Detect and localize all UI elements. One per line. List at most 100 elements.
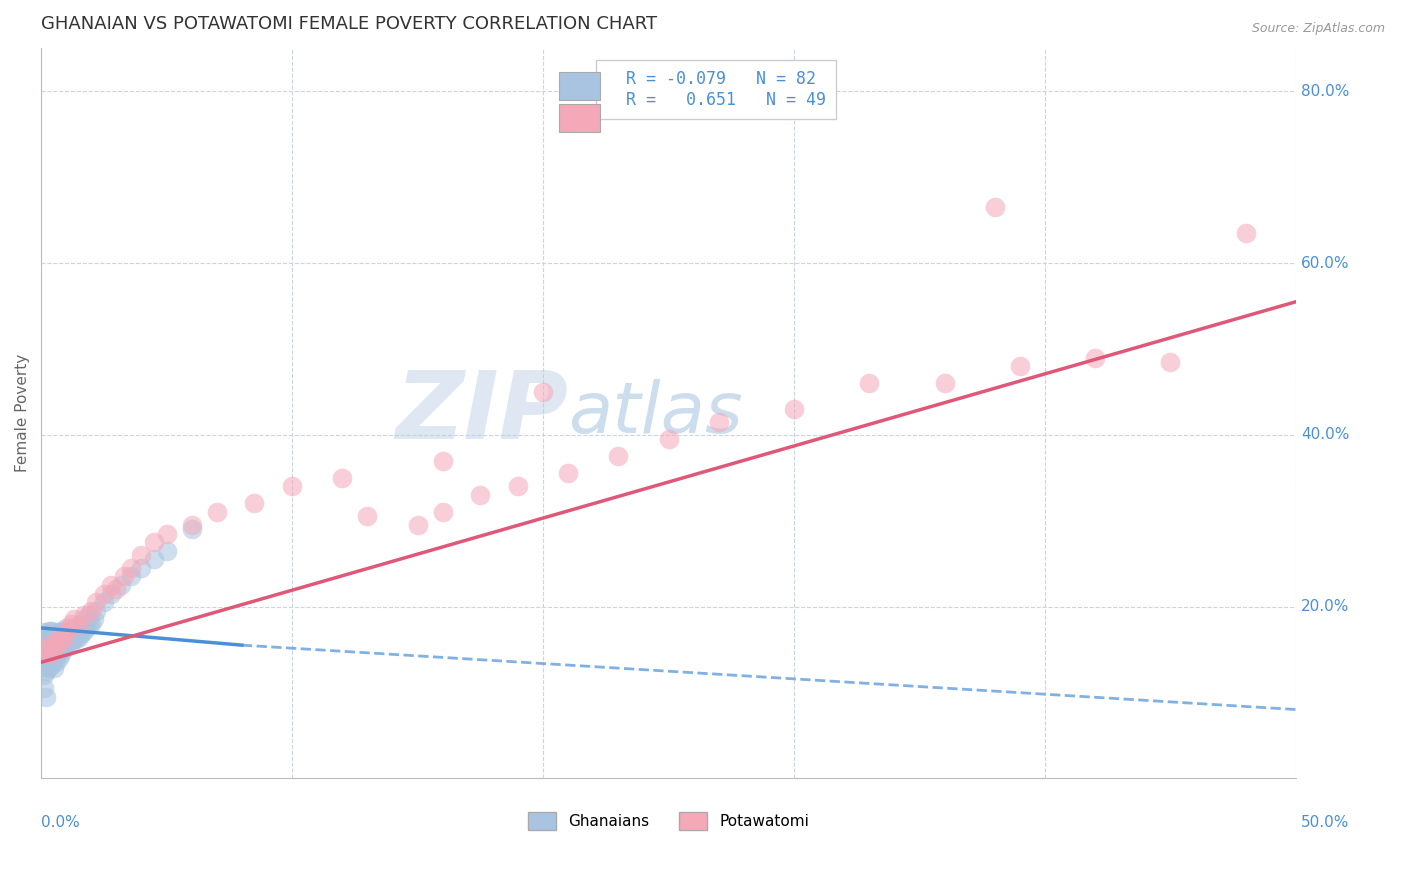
- Point: [42, 644, 65, 658]
- Point: [32, 633, 55, 648]
- Point: [86, 604, 108, 618]
- Point: [51, 624, 73, 638]
- Point: [51, 647, 73, 661]
- Point: [35, 664, 58, 678]
- Point: [557, 467, 579, 481]
- Point: [783, 402, 806, 417]
- Point: [406, 518, 429, 533]
- Point: [42, 625, 65, 640]
- Point: [657, 432, 679, 446]
- Text: Source: ZipAtlas.com: Source: ZipAtlas.com: [1251, 22, 1385, 36]
- Point: [55, 638, 77, 652]
- Point: [470, 488, 492, 502]
- Text: 80.0%: 80.0%: [1301, 84, 1350, 99]
- Point: [143, 552, 166, 566]
- Point: [45, 647, 67, 661]
- Point: [67, 630, 90, 644]
- Point: [52, 632, 75, 647]
- Point: [1084, 351, 1107, 365]
- Point: [45, 635, 67, 649]
- Point: [51, 638, 73, 652]
- Text: atlas: atlas: [568, 379, 742, 448]
- Point: [32, 659, 55, 673]
- Point: [32, 625, 55, 640]
- Point: [70, 627, 93, 641]
- Point: [48, 651, 70, 665]
- Point: [131, 561, 153, 575]
- Point: [1234, 226, 1257, 240]
- Point: [75, 621, 97, 635]
- Point: [42, 632, 65, 647]
- Point: [60, 627, 83, 641]
- Point: [62, 624, 84, 638]
- Point: [120, 569, 142, 583]
- Point: [80, 616, 103, 631]
- Point: [42, 651, 65, 665]
- Point: [83, 612, 105, 626]
- Point: [32, 681, 55, 695]
- Text: 0.0%: 0.0%: [41, 814, 80, 830]
- Point: [35, 627, 58, 641]
- Point: [55, 621, 77, 635]
- Point: [32, 668, 55, 682]
- Point: [65, 632, 87, 647]
- Point: [281, 479, 304, 493]
- Point: [58, 633, 80, 648]
- Point: [38, 630, 60, 644]
- FancyBboxPatch shape: [560, 103, 599, 132]
- Point: [48, 633, 70, 648]
- Point: [62, 632, 84, 647]
- Point: [77, 608, 100, 623]
- Point: [73, 608, 96, 623]
- Point: [105, 582, 128, 597]
- Point: [77, 618, 100, 632]
- Point: [506, 479, 529, 493]
- Point: [39, 624, 62, 638]
- Point: [39, 647, 62, 661]
- Point: [35, 632, 58, 647]
- Point: [60, 616, 83, 631]
- Point: [93, 587, 115, 601]
- Point: [38, 661, 60, 675]
- Point: [35, 656, 58, 670]
- Point: [51, 632, 73, 646]
- Point: [35, 638, 58, 652]
- Point: [155, 526, 177, 541]
- Point: [65, 624, 87, 638]
- Point: [143, 535, 166, 549]
- Point: [38, 640, 60, 655]
- Point: [62, 612, 84, 626]
- Point: [432, 453, 454, 467]
- Text: 40.0%: 40.0%: [1301, 427, 1350, 442]
- Point: [39, 657, 62, 672]
- Point: [45, 627, 67, 641]
- Point: [67, 618, 90, 632]
- Point: [110, 578, 132, 592]
- Point: [67, 621, 90, 635]
- Point: [55, 630, 77, 644]
- Point: [39, 635, 62, 649]
- Point: [73, 624, 96, 638]
- Y-axis label: Female Poverty: Female Poverty: [15, 354, 30, 473]
- Point: [60, 635, 83, 649]
- Point: [180, 518, 202, 533]
- Point: [51, 630, 73, 644]
- Point: [155, 543, 177, 558]
- Point: [39, 642, 62, 657]
- Point: [38, 638, 60, 652]
- Point: [45, 633, 67, 648]
- Point: [243, 496, 266, 510]
- Point: [432, 505, 454, 519]
- Point: [180, 522, 202, 536]
- Text: R = -0.079   N = 82
  R =   0.651   N = 49: R = -0.079 N = 82 R = 0.651 N = 49: [606, 70, 825, 109]
- Point: [1159, 355, 1181, 369]
- Point: [62, 625, 84, 640]
- Point: [531, 384, 554, 399]
- Point: [707, 415, 730, 429]
- Point: [39, 630, 62, 644]
- Point: [984, 200, 1007, 214]
- Point: [38, 624, 60, 638]
- Point: [80, 604, 103, 618]
- Point: [330, 471, 353, 485]
- Point: [32, 638, 55, 652]
